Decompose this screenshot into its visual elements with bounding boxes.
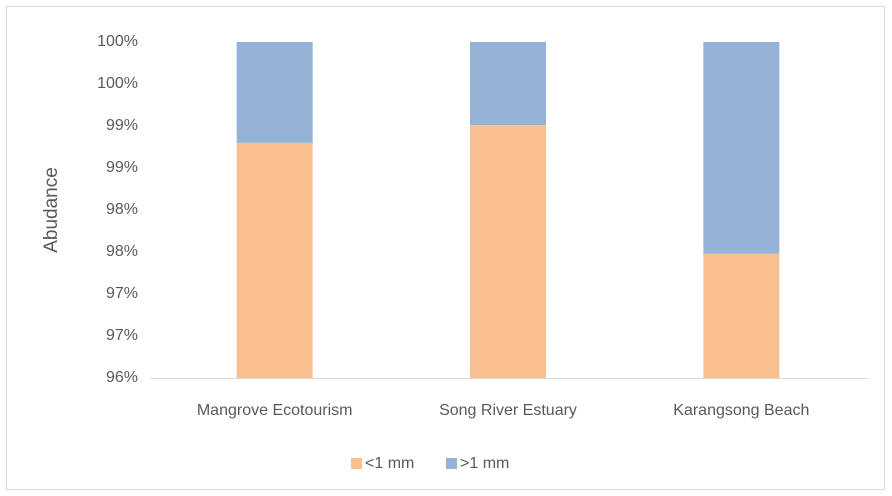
y-tick-label: 100% [97,33,138,50]
x-tick-label: Song River Estuary [439,402,577,419]
y-tick-label: 97% [106,285,138,302]
x-tick-label: Karangsong Beach [673,402,809,419]
bar-segment [703,42,780,254]
y-tick-label: 98% [106,243,138,260]
y-axis-label: Abudance [41,167,62,253]
bar-segment [470,125,546,378]
legend-label: >1 mm [460,455,509,472]
y-tick-label: 98% [106,201,138,218]
y-tick-label: 97% [106,327,138,344]
y-tick-label: 99% [106,159,138,176]
y-tick-label: 100% [97,75,138,92]
legend-label: <1 mm [365,455,414,472]
legend-swatch [351,458,362,469]
bar-segment [236,42,313,143]
legend-swatch [446,458,457,469]
bar-segment [470,42,546,126]
y-tick-label: 96% [106,369,138,386]
bar-segment [236,142,313,378]
x-tick-label: Mangrove Ecotourism [197,402,353,419]
y-tick-label: 99% [106,117,138,134]
bar-segment [703,253,780,378]
